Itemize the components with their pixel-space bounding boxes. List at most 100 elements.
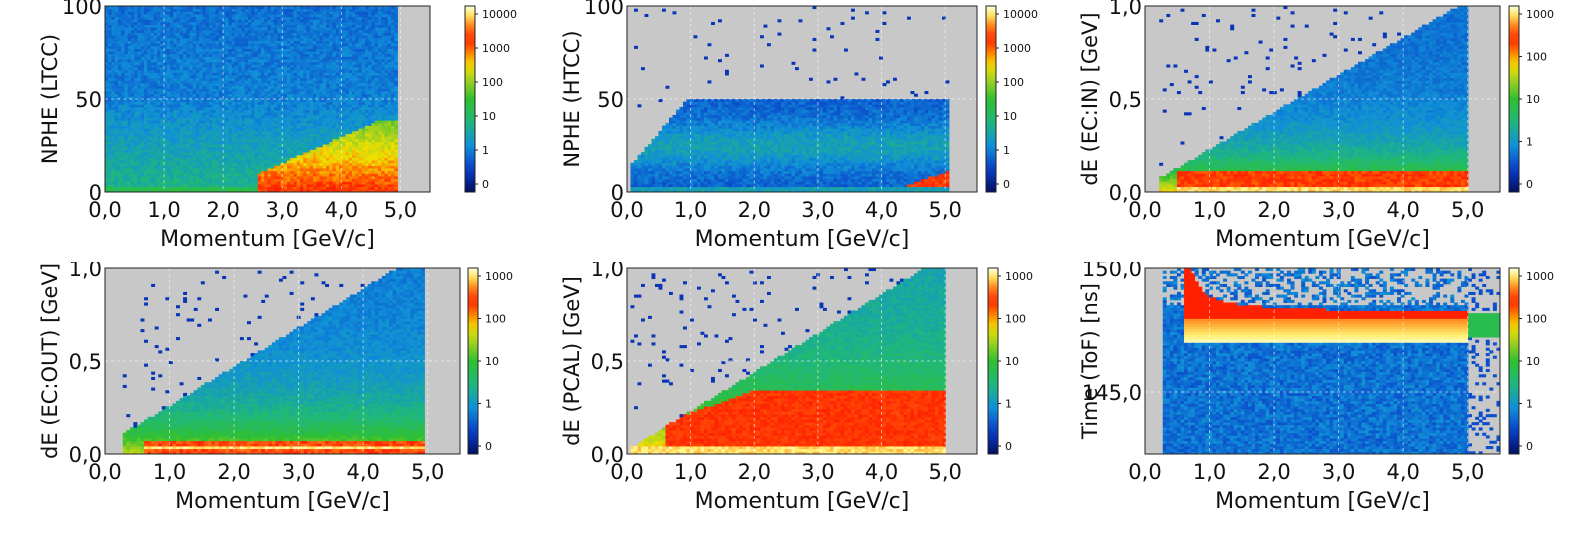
heatmap-cell (140, 64, 145, 68)
heatmap-cell (108, 122, 112, 126)
heatmap-cell (147, 35, 151, 39)
heatmap-cell (300, 125, 304, 129)
heatmap-cell (254, 154, 259, 158)
heatmap-cell (114, 128, 119, 132)
heatmap-cell (176, 114, 181, 118)
heatmap-cell (144, 181, 148, 185)
heatmap-cell (196, 16, 200, 20)
heatmap-cell (238, 32, 242, 36)
heatmap-cell (179, 184, 184, 188)
heatmap-cell (170, 80, 174, 84)
heatmap-cell (309, 75, 314, 79)
heatmap-cell (111, 101, 116, 105)
heatmap-cell (108, 93, 112, 97)
heatmap-cell (290, 40, 294, 44)
heatmap-cell (176, 8, 181, 12)
heatmap-cell (225, 69, 229, 73)
heatmap-cell (290, 136, 294, 140)
heatmap-cell (127, 64, 132, 68)
heatmap-cell (303, 6, 307, 10)
heatmap-cell (166, 136, 171, 140)
heatmap-cell (332, 83, 337, 87)
heatmap-cell (157, 114, 161, 118)
heatmap-cell (209, 99, 213, 103)
heatmap-cell (290, 59, 294, 63)
heatmap-cell (166, 178, 171, 182)
heatmap-cell (248, 21, 252, 25)
heatmap-cell (313, 146, 317, 150)
heatmap-cell (160, 133, 164, 137)
heatmap-cell (231, 149, 236, 153)
heatmap-cell (108, 59, 112, 63)
heatmap-cell (254, 93, 259, 97)
heatmap-cell (251, 186, 255, 190)
heatmap-cell (235, 178, 239, 182)
heatmap-cell (303, 85, 307, 89)
heatmap-cell (225, 130, 229, 134)
heatmap-cell (225, 189, 229, 193)
heatmap-cell (150, 120, 155, 124)
heatmap-cell (131, 72, 135, 76)
heatmap-cell (267, 96, 272, 100)
heatmap-cell (228, 16, 233, 20)
heatmap-cell (264, 83, 268, 87)
heatmap-cell (225, 152, 229, 156)
heatmap-cell (270, 75, 275, 79)
heatmap-cell (176, 35, 181, 39)
heatmap-cell (241, 6, 246, 10)
heatmap-cell (205, 133, 210, 137)
heatmap-cell (316, 75, 320, 79)
heatmap-cell (114, 11, 119, 15)
heatmap-cell (153, 61, 158, 65)
heatmap-cell (114, 181, 119, 185)
heatmap-cell (192, 85, 197, 89)
heatmap-cell (293, 162, 298, 166)
heatmap-cell (134, 120, 138, 124)
heatmap-cell (270, 64, 275, 68)
heatmap-cell (202, 19, 207, 23)
heatmap-cell (131, 112, 135, 116)
heatmap-cell (283, 27, 288, 31)
heatmap-cell (157, 130, 161, 134)
heatmap-cell (147, 77, 151, 81)
heatmap-cell (261, 48, 265, 52)
heatmap-cell (166, 27, 171, 31)
heatmap-cell (183, 80, 187, 84)
heatmap-cell (228, 109, 233, 113)
heatmap-cell (257, 136, 262, 140)
heatmap-cell (192, 13, 197, 18)
heatmap-cell (202, 8, 207, 12)
heatmap-cell (189, 189, 194, 193)
heatmap-cell (121, 64, 125, 68)
heatmap-cell (274, 37, 278, 41)
heatmap-cell (202, 59, 207, 63)
heatmap-cell (251, 77, 255, 81)
heatmap-cell (179, 43, 184, 47)
heatmap-cell (137, 162, 142, 166)
heatmap-cell (153, 138, 158, 142)
heatmap-cell (205, 53, 210, 57)
heatmap-cell (202, 43, 207, 47)
heatmap-cell (215, 29, 220, 33)
heatmap-cell (267, 176, 272, 180)
heatmap-cell (277, 144, 281, 148)
heatmap-cell (300, 32, 304, 36)
heatmap-cell (283, 157, 288, 161)
heatmap-cell (144, 96, 148, 100)
heatmap-cell (287, 93, 291, 97)
heatmap-cell (189, 101, 194, 105)
heatmap-cell (326, 75, 330, 79)
heatmap-cell (290, 114, 294, 118)
heatmap-cell (235, 35, 239, 39)
heatmap-cell (105, 40, 109, 44)
heatmap-cell (254, 112, 259, 116)
heatmap-cell (244, 51, 249, 55)
heatmap-cell (228, 160, 233, 164)
heatmap-cell (166, 85, 171, 89)
heatmap-cell (124, 72, 129, 76)
heatmap-cell (316, 173, 320, 177)
heatmap-cell (127, 120, 132, 124)
heatmap-cell (287, 59, 291, 63)
heatmap-cell (118, 11, 122, 15)
heatmap-cell (235, 21, 239, 25)
